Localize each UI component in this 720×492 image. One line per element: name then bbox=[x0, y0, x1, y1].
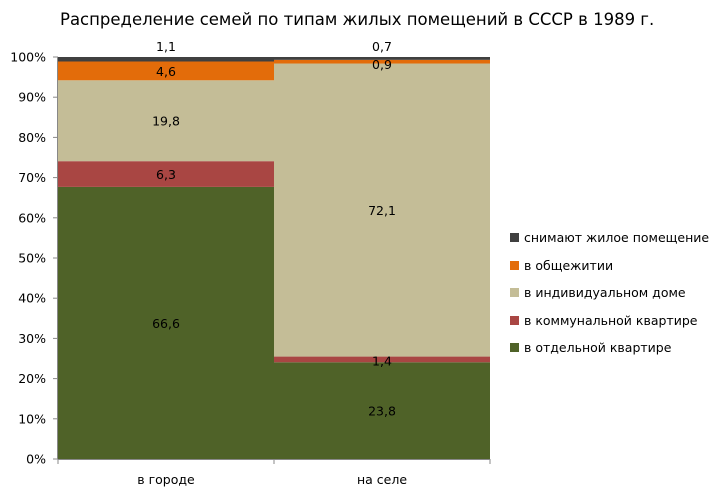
bar-segment bbox=[58, 57, 274, 62]
data-label: 23,8 bbox=[368, 404, 396, 419]
legend-item: в коммунальной квартире bbox=[510, 307, 709, 335]
legend-label: снимают жилое помещение bbox=[524, 230, 710, 246]
legend-swatch bbox=[510, 288, 519, 298]
legend-item: в отдельной квартире bbox=[510, 334, 709, 362]
legend-swatch bbox=[510, 343, 519, 353]
data-label: 1,1 bbox=[156, 39, 176, 54]
y-tick-label: 30% bbox=[18, 331, 46, 346]
legend-swatch bbox=[510, 315, 519, 325]
y-tick-label: 40% bbox=[18, 291, 46, 306]
bar-segment bbox=[274, 57, 490, 60]
legend-item: снимают жилое помещение bbox=[510, 224, 709, 252]
y-tick-label: 0% bbox=[26, 452, 46, 467]
data-label: 1,4 bbox=[372, 354, 392, 369]
x-tick-label: в городе bbox=[137, 472, 195, 487]
legend-swatch bbox=[510, 260, 519, 270]
legend-swatch bbox=[510, 233, 519, 243]
y-tick-label: 80% bbox=[18, 130, 46, 145]
legend-label: в отдельной квартире bbox=[524, 340, 672, 356]
bar-segment bbox=[274, 362, 490, 459]
data-label: 6,3 bbox=[156, 167, 176, 182]
bar-segment bbox=[274, 63, 490, 357]
data-label: 0,9 bbox=[372, 57, 392, 72]
data-label: 4,6 bbox=[156, 64, 176, 79]
y-tick-label: 90% bbox=[18, 90, 46, 105]
y-tick-label: 50% bbox=[18, 251, 46, 266]
x-tick-label: на селе bbox=[357, 472, 407, 487]
data-label: 72,1 bbox=[368, 203, 396, 218]
bar-segment bbox=[58, 161, 274, 187]
legend: снимают жилое помещение в общежитии в инди… bbox=[510, 224, 709, 362]
legend-label: в индивидуальном доме bbox=[524, 285, 686, 301]
chart-title: Распределение семей по типам жилых помещ… bbox=[60, 10, 655, 29]
data-label: 0,7 bbox=[372, 39, 392, 54]
y-tick-label: 60% bbox=[18, 210, 46, 225]
bar-segment bbox=[58, 186, 274, 460]
legend-item: в общежитии bbox=[510, 252, 709, 280]
legend-item: в индивидуальном доме bbox=[510, 279, 709, 307]
y-tick-label: 100% bbox=[10, 50, 46, 65]
y-tick-label: 70% bbox=[18, 170, 46, 185]
bar-segment bbox=[58, 61, 274, 81]
y-tick-label: 10% bbox=[18, 411, 46, 426]
legend-label: в общежитии bbox=[524, 257, 614, 273]
bar-segment bbox=[58, 80, 274, 162]
data-label: 66,6 bbox=[152, 316, 180, 331]
bar-segment bbox=[274, 356, 490, 363]
legend-label: в коммунальной квартире bbox=[524, 312, 698, 328]
y-tick-label: 20% bbox=[18, 371, 46, 386]
bar-segment bbox=[274, 59, 490, 64]
data-label: 19,8 bbox=[152, 114, 180, 129]
